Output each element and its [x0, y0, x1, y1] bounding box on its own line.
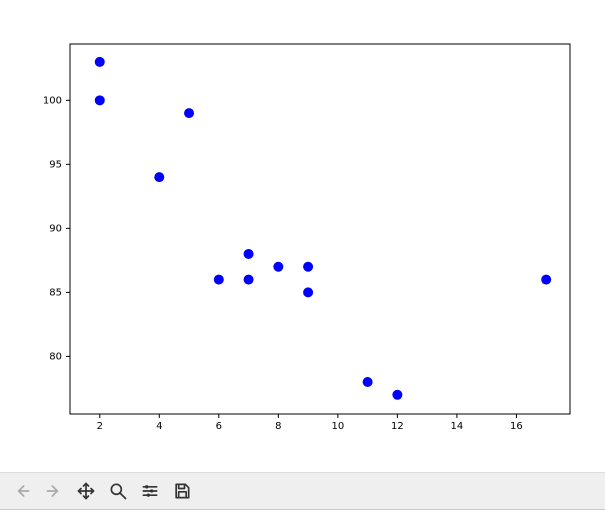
subplots-icon[interactable] [134, 475, 166, 507]
svg-text:4: 4 [156, 421, 162, 432]
svg-text:85: 85 [49, 287, 62, 298]
svg-text:14: 14 [451, 421, 464, 432]
chart-container: 2 4 6 8 10 12 14 16 80 85 90 95 100 [0, 0, 605, 470]
svg-text:10: 10 [331, 421, 344, 432]
save-icon[interactable] [166, 475, 198, 507]
svg-text:6: 6 [216, 421, 222, 432]
svg-text:16: 16 [510, 421, 523, 432]
svg-text:2: 2 [97, 421, 103, 432]
svg-text:100: 100 [43, 95, 62, 106]
scatter-chart: 2 4 6 8 10 12 14 16 80 85 90 95 100 [0, 0, 605, 470]
svg-text:12: 12 [391, 421, 404, 432]
back-icon[interactable] [6, 475, 38, 507]
matplotlib-toolbar [0, 472, 605, 510]
svg-text:95: 95 [49, 159, 62, 170]
zoom-icon[interactable] [102, 475, 134, 507]
forward-icon[interactable] [38, 475, 70, 507]
pan-icon[interactable] [70, 475, 102, 507]
svg-text:80: 80 [49, 351, 62, 362]
svg-text:90: 90 [49, 223, 62, 234]
svg-text:8: 8 [275, 421, 281, 432]
